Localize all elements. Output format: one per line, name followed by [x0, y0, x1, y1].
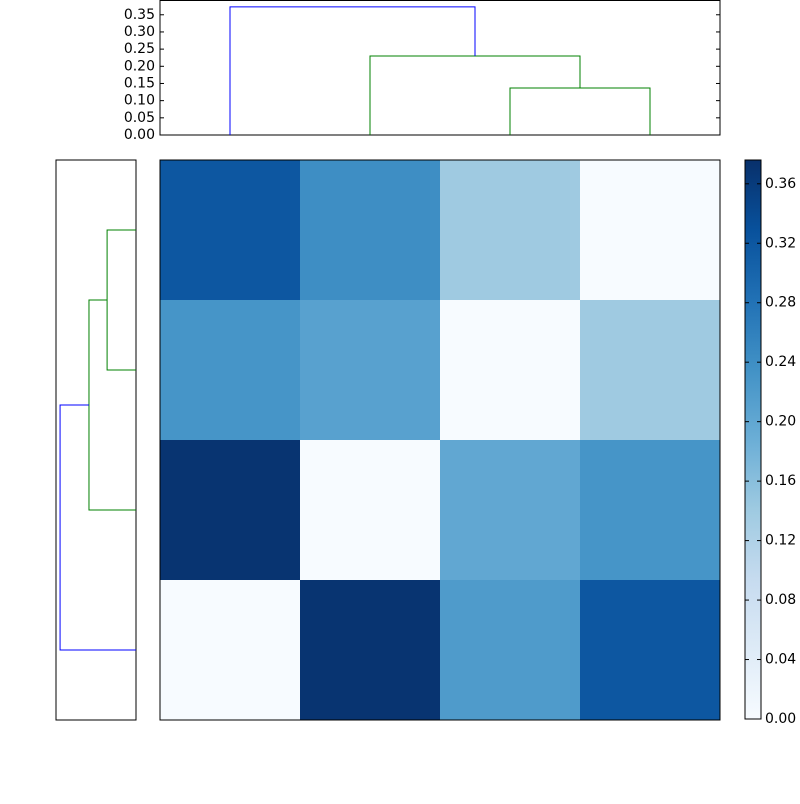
colorbar-tick-label: 0.28 [765, 295, 796, 311]
heatmap-cell [580, 300, 720, 440]
heatmap-cell [440, 440, 580, 580]
dendrogram-frame [55, 159, 137, 721]
heatmap-cell [300, 300, 440, 440]
colorbar-tick-label: 0.08 [765, 592, 796, 608]
y-tick-label: 0.00 [124, 127, 155, 143]
colorbar-tick-label: 0.20 [765, 414, 796, 430]
heatmap-cell [580, 160, 720, 300]
y-tick-label: 0.35 [124, 7, 155, 23]
dendrogram-link [88, 299, 136, 511]
colorbar-tick-label: 0.36 [765, 176, 796, 192]
heatmap-cell [160, 580, 300, 720]
y-tick-label: 0.25 [124, 41, 155, 57]
heatmap-cell [440, 160, 580, 300]
colorbar-tick-label: 0.24 [765, 354, 796, 370]
colorbar-tick-label: 0.00 [765, 711, 796, 727]
dendrogram-link [59, 404, 136, 651]
heatmap-frame [159, 159, 721, 721]
dendrogram-link [369, 55, 581, 135]
colorbar [744, 159, 762, 720]
y-tick-label: 0.30 [124, 24, 155, 40]
heatmap-cell [440, 580, 580, 720]
heatmap-cell [300, 580, 440, 720]
colorbar-tick-label: 0.04 [765, 652, 796, 668]
heatmap-cell [440, 300, 580, 440]
colorbar-tick-label: 0.12 [765, 533, 796, 549]
dendrogram-frame [159, 0, 721, 136]
y-tick-label: 0.20 [124, 58, 155, 74]
heatmap-cell [300, 160, 440, 300]
dendrogram-link [509, 87, 651, 135]
heatmap-cell [580, 440, 720, 580]
y-tick-label: 0.05 [124, 110, 155, 126]
y-tick-label: 0.10 [124, 93, 155, 109]
heatmap-cell [160, 440, 300, 580]
y-tick-label: 0.15 [124, 75, 155, 91]
heatmap-cell [580, 580, 720, 720]
colorbar-tick-label: 0.32 [765, 235, 796, 251]
colorbar-tick-label: 0.16 [765, 473, 796, 489]
heatmap-cell [300, 440, 440, 580]
heatmap-cell [160, 160, 300, 300]
dendrogram-link [229, 6, 476, 135]
dendrogram-link [106, 229, 136, 371]
heatmap-cell [160, 300, 300, 440]
